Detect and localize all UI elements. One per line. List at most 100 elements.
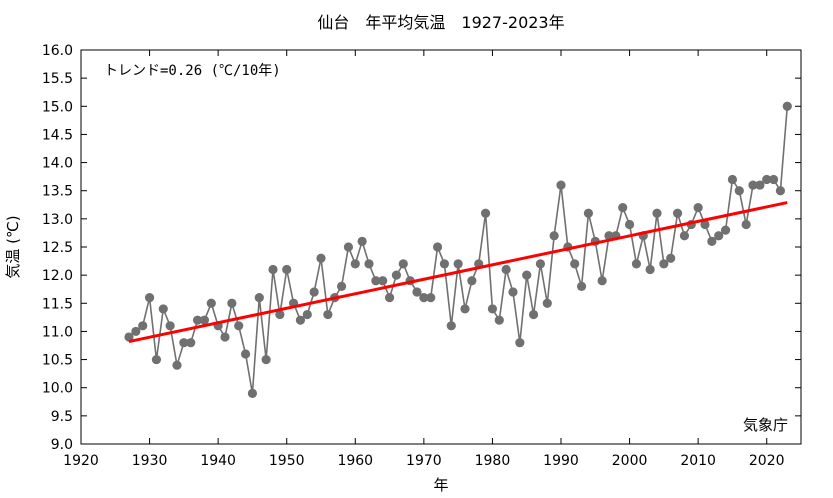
data-point <box>282 264 292 275</box>
data-point <box>336 281 347 291</box>
series-line <box>128 106 789 394</box>
data-point <box>261 354 271 365</box>
data-point <box>631 259 642 269</box>
data-point <box>179 338 189 348</box>
x-axis-label: 年 <box>433 476 448 494</box>
data-point <box>316 253 326 263</box>
data-point <box>741 219 751 230</box>
x-tick-label: 2020 <box>749 453 785 469</box>
series-group <box>124 101 792 398</box>
data-point <box>131 326 141 337</box>
data-point <box>700 219 710 230</box>
data-point <box>714 231 724 241</box>
data-point <box>234 321 244 331</box>
data-point <box>192 315 203 325</box>
y-tick-label: 11.0 <box>42 324 73 340</box>
x-tick-label: 1950 <box>269 453 305 469</box>
y-tick-label: 10.5 <box>42 353 73 369</box>
data-point <box>206 298 216 308</box>
data-point <box>467 276 477 286</box>
data-point <box>748 180 758 190</box>
trend-line <box>128 201 788 344</box>
data-point <box>528 309 539 320</box>
data-point <box>432 242 443 252</box>
data-point <box>426 293 436 303</box>
source-label: 気象庁 <box>743 416 788 434</box>
data-point <box>666 253 676 263</box>
data-point <box>549 231 559 241</box>
y-tick-label: 10.0 <box>42 381 73 397</box>
data-point <box>371 276 381 286</box>
data-point <box>323 309 333 320</box>
data-point <box>570 259 580 269</box>
trend-group <box>128 201 788 344</box>
data-point <box>186 338 196 348</box>
data-point <box>727 174 738 185</box>
data-point <box>659 259 669 269</box>
data-point <box>576 281 587 291</box>
data-point <box>652 208 662 218</box>
data-point <box>398 259 408 269</box>
data-point <box>522 270 532 280</box>
data-point <box>762 174 772 185</box>
data-point <box>247 388 258 398</box>
data-point <box>240 349 251 359</box>
data-point <box>151 354 162 365</box>
data-point <box>172 360 182 370</box>
data-point <box>439 259 450 269</box>
y-tick-label: 9.0 <box>51 437 73 453</box>
data-point <box>350 259 360 269</box>
data-point <box>302 309 312 320</box>
data-point <box>343 242 354 252</box>
data-point <box>672 208 683 218</box>
data-point <box>645 264 655 275</box>
data-point <box>254 293 264 303</box>
data-point <box>597 276 607 286</box>
data-point <box>295 315 306 325</box>
data-point <box>199 315 210 325</box>
data-point <box>412 287 422 297</box>
data-point <box>707 236 717 246</box>
data-point <box>535 259 546 269</box>
data-point <box>693 203 703 213</box>
x-tick-label: 2010 <box>680 453 716 469</box>
data-point <box>124 332 134 342</box>
data-point <box>583 208 594 218</box>
data-point <box>268 264 278 275</box>
x-axis: 1920 1930 1940 1950 1960 1970 1980 1990 2000 2010… <box>63 50 785 469</box>
data-point <box>768 174 779 185</box>
y-tick-label: 13.0 <box>42 212 73 228</box>
data-point <box>515 338 525 348</box>
data-point <box>144 293 155 303</box>
x-tick-label: 1980 <box>475 453 511 469</box>
data-point <box>556 180 566 190</box>
data-point <box>275 309 285 320</box>
data-point <box>782 101 792 111</box>
data-point <box>460 304 470 314</box>
y-tick-label: 16.0 <box>42 43 73 59</box>
data-point <box>391 270 402 280</box>
x-tick-label: 2000 <box>612 453 648 469</box>
data-point <box>453 259 463 269</box>
y-tick-label: 11.5 <box>42 296 73 312</box>
data-point <box>309 287 319 297</box>
data-point <box>679 231 690 241</box>
data-point <box>419 293 429 303</box>
data-point <box>357 236 367 246</box>
y-tick-label: 13.5 <box>42 184 73 200</box>
data-point <box>775 186 786 196</box>
x-tick-label: 1940 <box>200 453 236 469</box>
x-tick-label: 1970 <box>406 453 442 469</box>
data-point <box>734 186 744 196</box>
data-point <box>487 304 498 314</box>
y-axis-label: 気温 (℃) <box>4 215 22 278</box>
y-tick-label: 14.0 <box>42 156 73 172</box>
y-tick-label: 14.5 <box>42 127 73 143</box>
data-point <box>508 287 518 297</box>
data-point <box>494 315 504 325</box>
x-tick-label: 1920 <box>63 453 99 469</box>
data-point <box>378 276 388 286</box>
data-point <box>618 203 628 213</box>
data-point <box>624 219 635 230</box>
